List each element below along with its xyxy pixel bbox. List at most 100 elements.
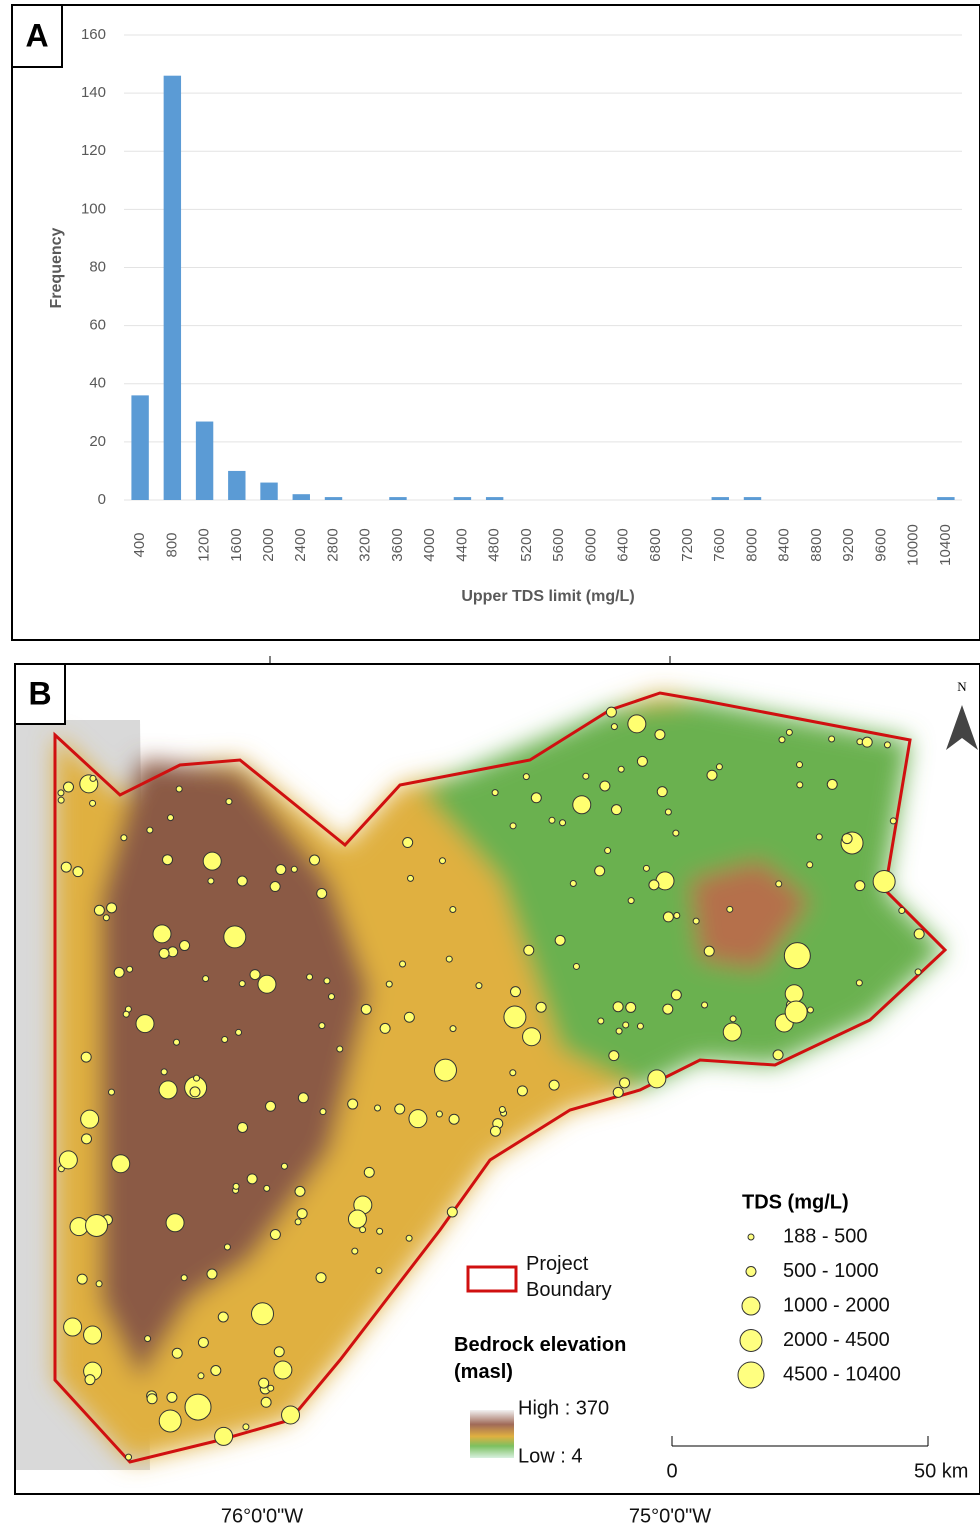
sample-point xyxy=(59,1151,77,1169)
sample-point xyxy=(81,1110,99,1128)
sample-point xyxy=(704,946,714,956)
sample-point xyxy=(243,1424,249,1430)
sample-point xyxy=(611,724,617,730)
sample-point xyxy=(252,1303,274,1325)
sample-point xyxy=(121,835,127,841)
elevation-low: Low : 4 xyxy=(518,1445,582,1467)
y-tick-label: 60 xyxy=(89,317,106,334)
sample-point xyxy=(198,1337,208,1347)
sample-point xyxy=(81,1052,91,1062)
sample-point xyxy=(203,976,209,982)
sample-point xyxy=(270,1230,280,1240)
tds-class-label: 188 - 500 xyxy=(783,1225,868,1247)
sample-point xyxy=(377,1228,383,1234)
x-tick-label: 9200 xyxy=(840,528,857,561)
sample-point xyxy=(657,787,667,797)
sample-point xyxy=(237,876,247,886)
bar xyxy=(454,497,471,500)
sample-point xyxy=(114,967,124,977)
sample-point xyxy=(329,994,335,1000)
sample-point xyxy=(827,779,837,789)
x-tick-label: 3200 xyxy=(357,528,374,561)
sample-point xyxy=(776,881,782,887)
sample-point xyxy=(406,1235,412,1241)
sample-point xyxy=(153,925,171,943)
sample-point xyxy=(317,888,327,898)
sample-point xyxy=(490,1126,500,1136)
sample-point xyxy=(531,793,541,803)
figure: A Upper TDS limit (mg/L) Frequency 02040… xyxy=(0,0,980,1529)
x-tick-label: 6800 xyxy=(647,528,664,561)
sample-point xyxy=(549,1080,559,1090)
sample-point xyxy=(224,926,246,948)
x-tick-label: 10400 xyxy=(937,524,954,566)
sample-point xyxy=(147,827,153,833)
sample-point xyxy=(403,838,413,848)
sample-point xyxy=(716,764,722,770)
sample-point xyxy=(161,1069,167,1075)
sample-point xyxy=(297,1209,307,1219)
sample-point xyxy=(274,1361,292,1379)
x-tick-label: 2000 xyxy=(260,528,277,561)
x-tick-label: 1200 xyxy=(196,528,213,561)
sample-point xyxy=(829,736,835,742)
sample-point xyxy=(261,1397,271,1407)
sample-point xyxy=(523,774,529,780)
sample-point xyxy=(613,1002,623,1012)
x-tick-label: 8400 xyxy=(776,528,793,561)
sample-point xyxy=(123,1011,129,1017)
sample-point xyxy=(361,1004,371,1014)
y-tick-label: 100 xyxy=(81,200,106,217)
sample-point xyxy=(616,1028,622,1034)
sample-point xyxy=(218,1312,228,1322)
sample-point xyxy=(723,1023,741,1041)
sample-point xyxy=(786,729,792,735)
sample-point xyxy=(198,1373,204,1379)
sample-point xyxy=(555,935,565,945)
tds-symbol xyxy=(738,1362,764,1388)
sample-point xyxy=(203,852,221,870)
sample-point xyxy=(364,1167,374,1177)
tds-symbol xyxy=(740,1330,762,1352)
bar xyxy=(131,395,148,500)
sample-point xyxy=(258,975,276,993)
sample-point xyxy=(395,1104,405,1114)
bar xyxy=(937,497,954,500)
elevation-ramp xyxy=(470,1410,514,1458)
sample-point xyxy=(320,1109,326,1115)
tds-class-label: 2000 - 4500 xyxy=(783,1329,890,1351)
sample-point xyxy=(63,782,73,792)
sample-point xyxy=(348,1210,366,1228)
tds-symbol xyxy=(742,1297,760,1315)
sample-point xyxy=(439,858,445,864)
sample-point xyxy=(606,707,616,717)
sample-point xyxy=(360,1227,366,1233)
sample-point xyxy=(376,1268,382,1274)
sample-point xyxy=(673,830,679,836)
sample-point xyxy=(185,1394,211,1420)
sample-point xyxy=(127,966,133,972)
tds-symbol xyxy=(746,1267,756,1277)
x-tick-label: 5200 xyxy=(518,528,535,561)
sample-point xyxy=(785,985,803,1003)
y-tick-label: 20 xyxy=(89,433,106,450)
bar xyxy=(486,497,503,500)
x-tick-label: 8000 xyxy=(743,528,760,561)
sample-point xyxy=(82,1134,92,1144)
sample-point xyxy=(450,907,456,913)
sample-point xyxy=(291,866,297,872)
sample-point xyxy=(215,1427,233,1445)
sample-point xyxy=(674,913,680,919)
tds-class-label: 4500 - 10400 xyxy=(783,1363,901,1385)
sample-point xyxy=(181,1275,187,1281)
sample-point xyxy=(447,1207,457,1217)
sample-point xyxy=(648,1070,666,1088)
sample-point xyxy=(404,1012,414,1022)
x-tick-label: 7200 xyxy=(679,528,696,561)
sample-point xyxy=(842,834,852,844)
sample-point xyxy=(856,980,862,986)
scale-end: 50 km xyxy=(914,1460,968,1482)
panel-label: B xyxy=(28,675,51,711)
sample-point xyxy=(168,815,174,821)
sample-point xyxy=(259,1378,269,1388)
